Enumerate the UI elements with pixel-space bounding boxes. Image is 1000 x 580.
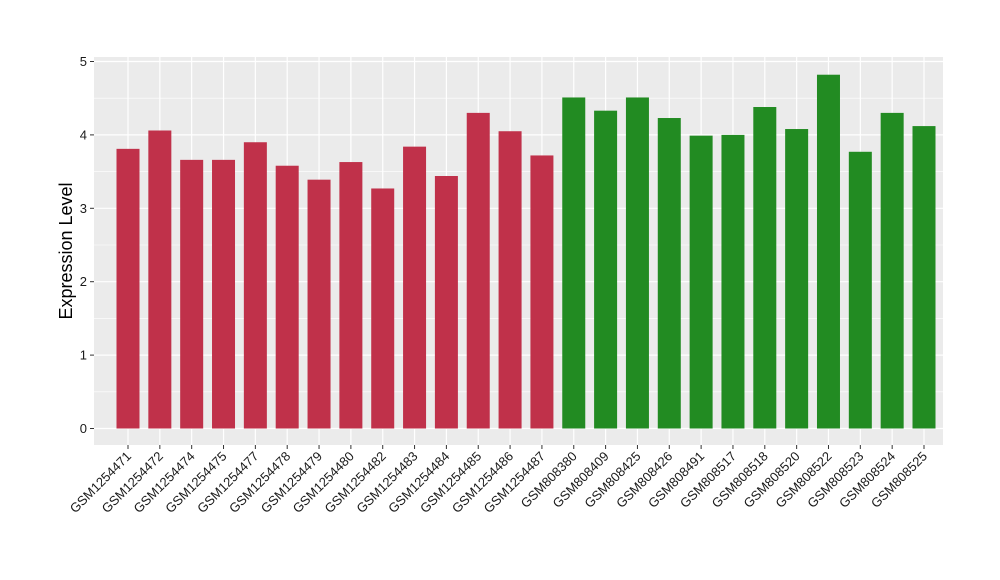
- bar-GSM1254478: [275, 165, 299, 429]
- bar-GSM1254485: [466, 112, 490, 429]
- bar-GSM1254486: [498, 131, 522, 429]
- bar-GSM808380: [562, 97, 586, 429]
- y-tick-label: 5: [80, 54, 87, 69]
- bar-GSM808523: [848, 151, 872, 429]
- bar-GSM808426: [657, 118, 681, 429]
- y-tick-label: 0: [80, 421, 87, 436]
- y-tick-label: 1: [80, 348, 87, 363]
- bar-GSM1254479: [307, 179, 331, 429]
- bar-GSM808525: [912, 126, 936, 429]
- bar-GSM808522: [816, 74, 840, 429]
- bar-GSM808409: [594, 110, 618, 429]
- bar-GSM1254471: [116, 148, 140, 429]
- bar-GSM1254484: [434, 176, 458, 429]
- bar-GSM808518: [753, 107, 777, 429]
- bar-GSM808524: [880, 112, 904, 429]
- x-axis: GSM1254471GSM1254472GSM1254474GSM1254475…: [67, 445, 930, 516]
- bar-GSM1254477: [243, 142, 267, 429]
- y-axis-title: Expression Level: [56, 182, 76, 319]
- bar-GSM1254487: [530, 155, 554, 429]
- bar-GSM808425: [625, 97, 649, 429]
- bar-GSM808491: [689, 135, 713, 429]
- y-axis: 0 1 2 3 4 5: [80, 54, 94, 436]
- bars: [116, 74, 936, 429]
- y-tick-label: 2: [80, 274, 87, 289]
- bar-GSM1254474: [180, 159, 204, 429]
- bar-GSM1254475: [212, 159, 236, 429]
- y-tick-label: 3: [80, 201, 87, 216]
- y-tick-label: 4: [80, 127, 87, 142]
- bar-GSM1254482: [371, 188, 395, 429]
- bar-GSM1254483: [403, 146, 427, 429]
- bar-GSM808517: [721, 134, 745, 429]
- bar-GSM1254480: [339, 162, 363, 429]
- bar-GSM808520: [785, 129, 809, 429]
- bar-GSM1254472: [148, 130, 172, 429]
